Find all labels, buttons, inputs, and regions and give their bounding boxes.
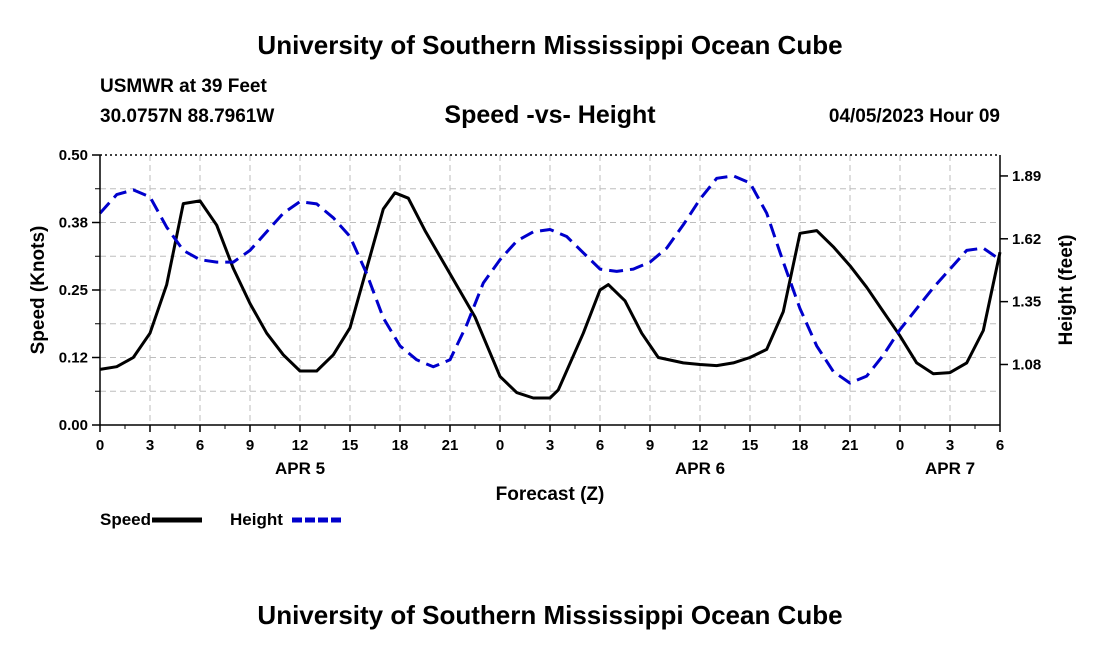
x-tick-label: 9: [246, 437, 254, 454]
y-axis-title: Speed (Knots): [28, 226, 49, 355]
series-line-height: [98, 174, 1001, 385]
grid: [100, 154, 1000, 425]
x-tick-label: 6: [196, 437, 204, 454]
x-tick-label: 21: [842, 437, 859, 454]
y-tick-label: 0.00: [59, 417, 88, 434]
x-tick-label: 3: [946, 437, 954, 454]
y2-tick-label: 1.08: [1012, 356, 1041, 373]
x-tick-label: 3: [146, 437, 154, 454]
y2-tick-label: 1.89: [1012, 168, 1041, 185]
day-label: APR 5: [275, 459, 325, 478]
forecast-datetime: 04/05/2023 Hour 09: [828, 106, 1000, 127]
y-tick-label: 0.25: [59, 282, 88, 299]
x-tick-label: 9: [646, 437, 654, 454]
x-tick-label: 12: [692, 437, 709, 454]
y2-tick-label: 1.62: [1012, 231, 1041, 248]
x-axis-title: Forecast (Z): [496, 484, 605, 505]
station-location: 30.0757N 88.7961W: [100, 106, 275, 127]
x-tick-label: 15: [742, 437, 759, 454]
chart-title: Speed -vs- Height: [444, 101, 656, 129]
y-tick-label: 0.50: [59, 147, 88, 164]
series-line-speed: [99, 191, 1002, 400]
x-tick-label: 18: [792, 437, 809, 454]
legend-label-speed: Speed: [100, 510, 151, 529]
day-label: APR 7: [925, 459, 975, 478]
x-tick-label: 15: [342, 437, 359, 454]
station-name: USMWR at 39 Feet: [100, 76, 267, 97]
footer-title: University of Southern Mississippi Ocean…: [257, 600, 843, 630]
legend-label-height: Height: [230, 510, 283, 529]
y2-tick-label: 1.35: [1012, 294, 1041, 311]
legend: Speed Height: [100, 510, 342, 529]
x-tick-label: 0: [96, 437, 104, 454]
series-layer: [98, 174, 1002, 400]
y-tick-label: 0.12: [59, 350, 88, 367]
page-title: University of Southern Mississippi Ocean…: [257, 30, 843, 60]
axes: 0 3 6 9 12 15 18 21 0 3 6 9 12 15 18 21 0 3 6 APR 5 APR 6 APR…: [59, 147, 1041, 478]
x-tick-label: 0: [496, 437, 504, 454]
y-tick-label: 0.38: [59, 215, 88, 232]
x-tick-label: 6: [996, 437, 1004, 454]
x-tick-label: 21: [442, 437, 459, 454]
y2-axis-title: Height (feet): [1056, 235, 1077, 346]
x-tick-label: 6: [596, 437, 604, 454]
x-tick-label: 3: [546, 437, 554, 454]
x-tick-label: 0: [896, 437, 904, 454]
day-label: APR 6: [675, 459, 725, 478]
x-tick-label: 18: [392, 437, 409, 454]
x-tick-label: 12: [292, 437, 309, 454]
